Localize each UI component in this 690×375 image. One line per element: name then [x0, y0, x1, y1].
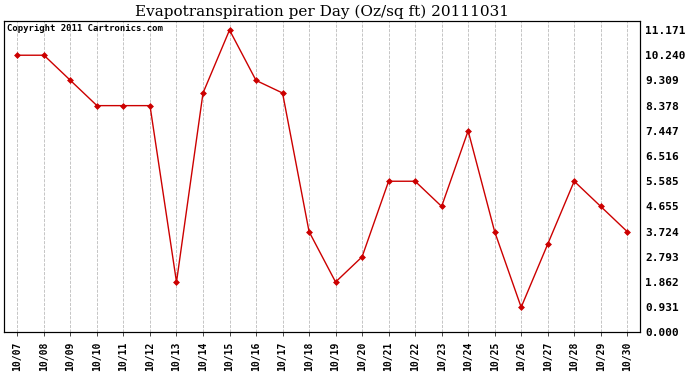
Title: Evapotranspiration per Day (Oz/sq ft) 20111031: Evapotranspiration per Day (Oz/sq ft) 20… — [135, 4, 509, 18]
Text: Copyright 2011 Cartronics.com: Copyright 2011 Cartronics.com — [8, 24, 164, 33]
